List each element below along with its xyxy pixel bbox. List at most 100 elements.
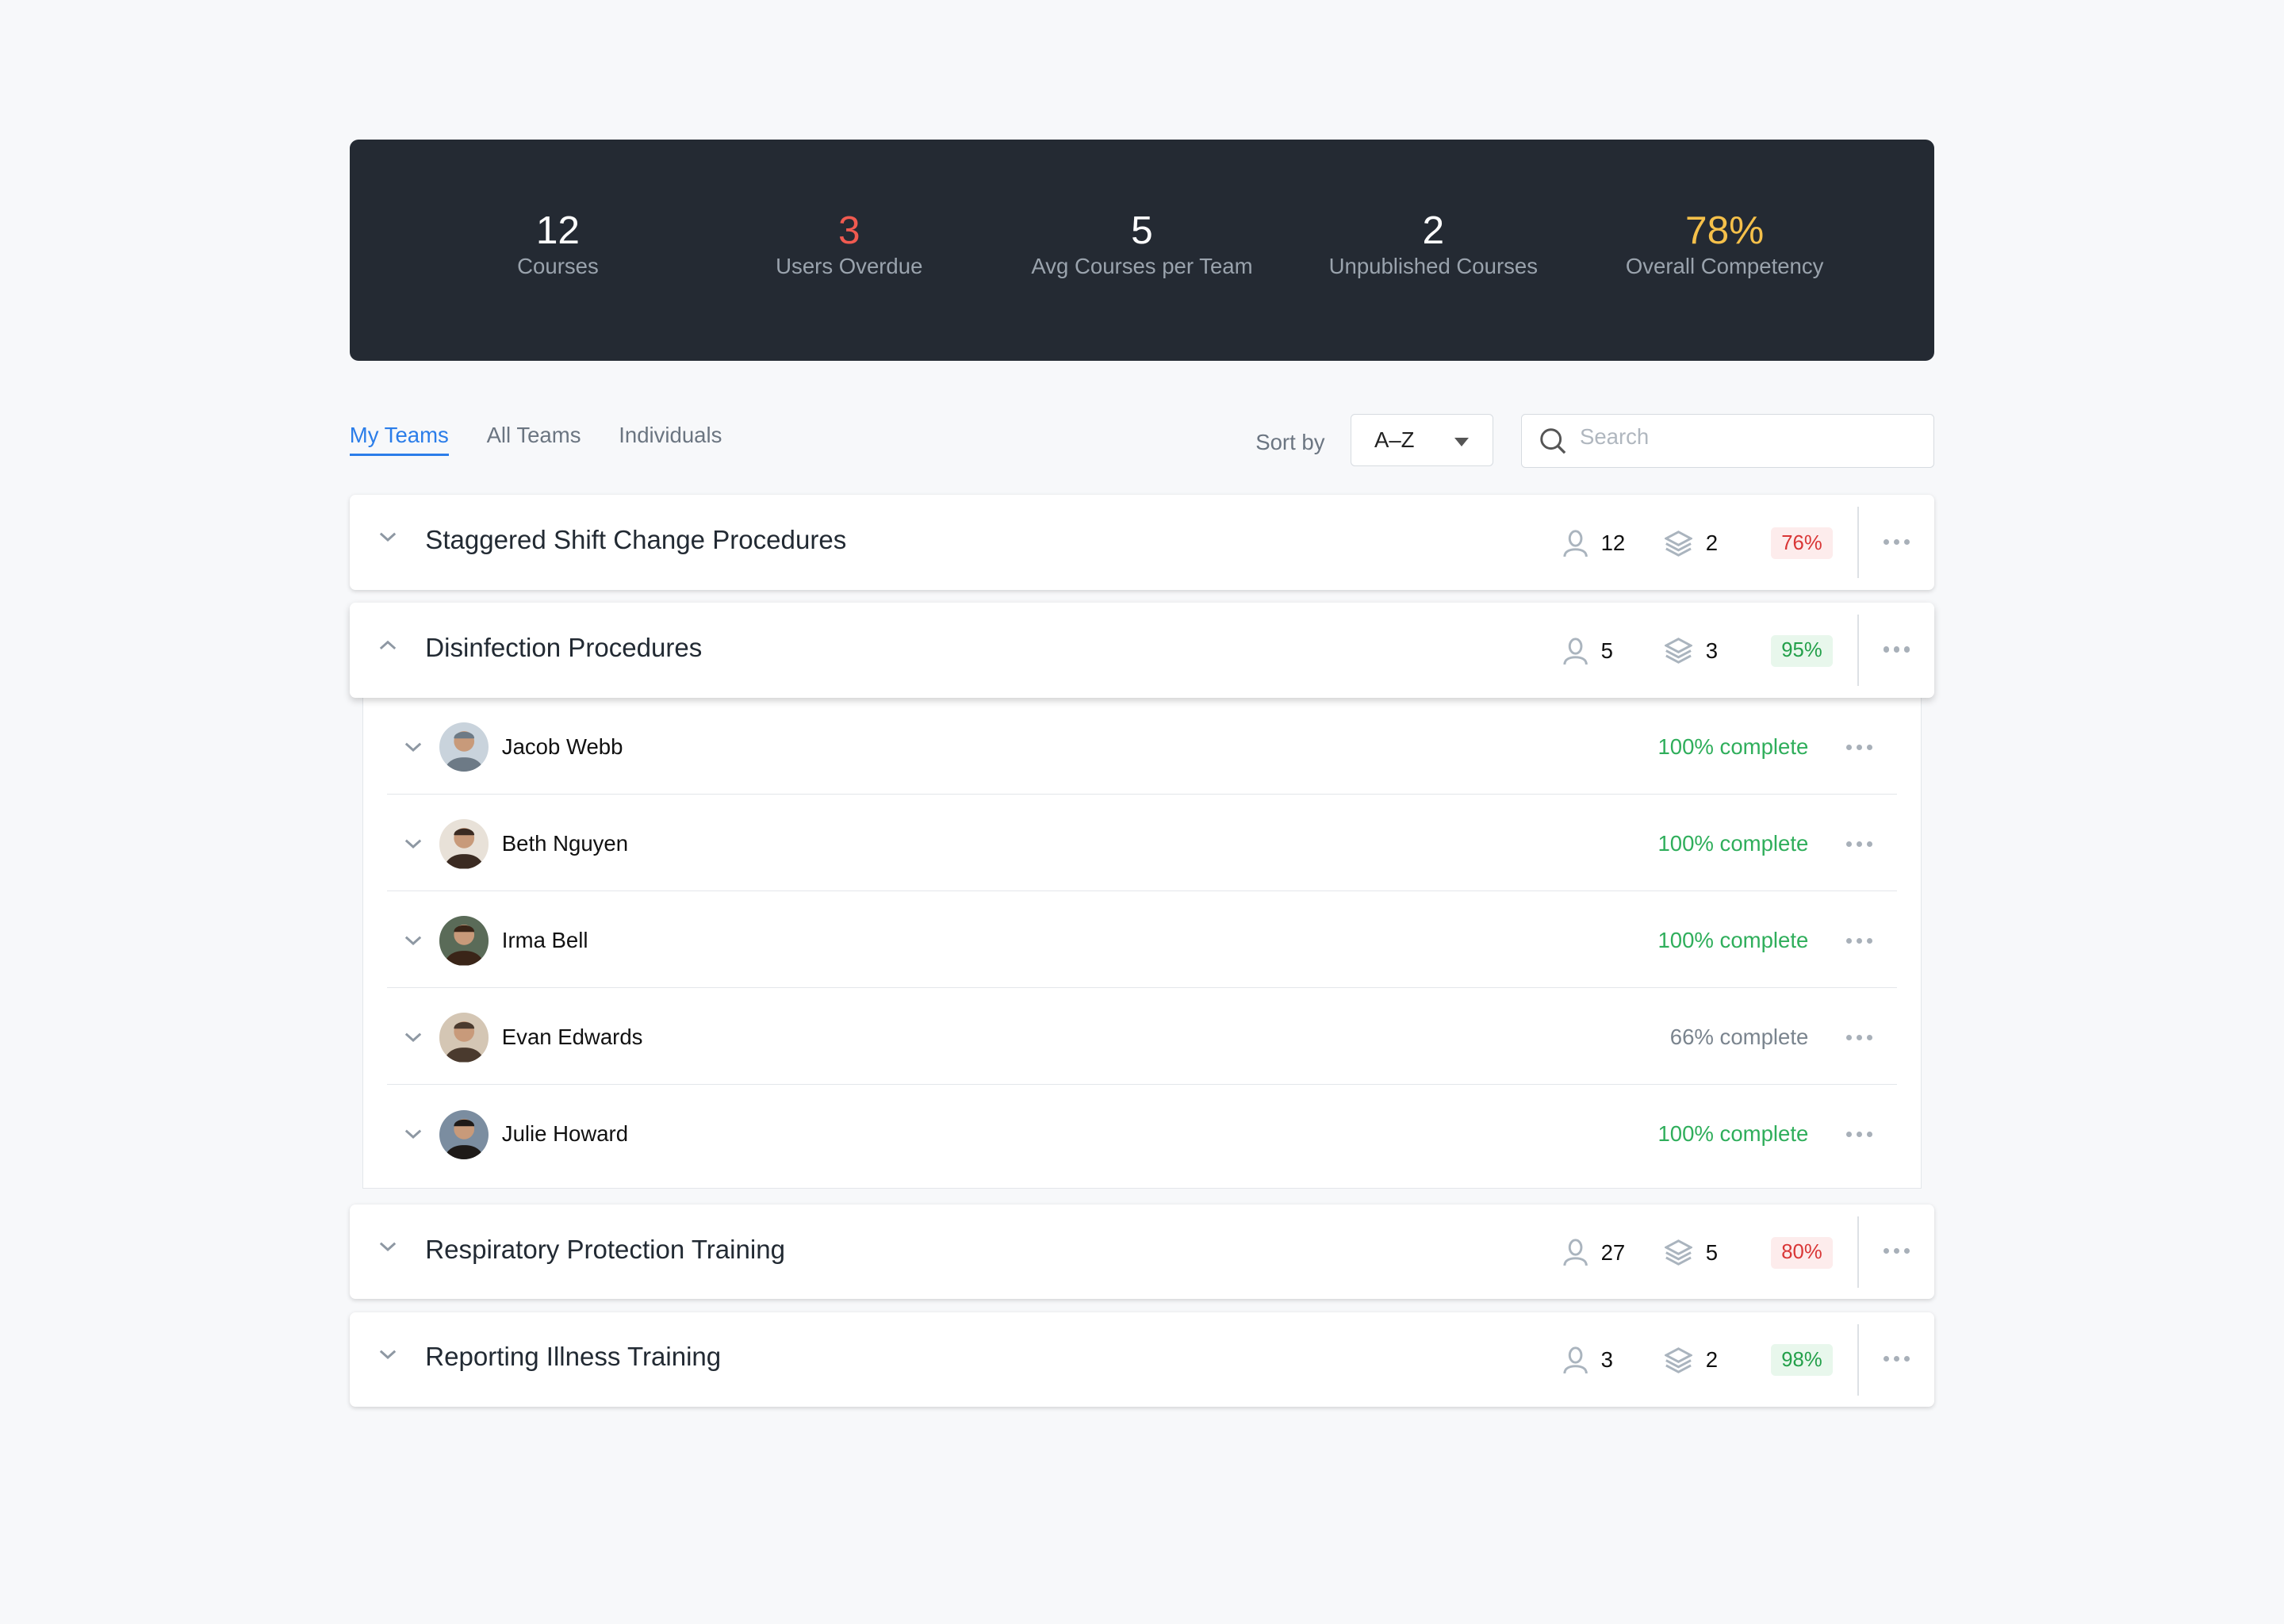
- member-name: Beth Nguyen: [501, 830, 629, 856]
- team-title: Staggered Shift Change Procedures: [425, 526, 847, 556]
- more-options-icon[interactable]: [1883, 1248, 1910, 1254]
- summary-stats-bar: 12 Courses 3 Users Overdue 5 Avg Courses pe…: [349, 140, 1935, 362]
- member-row[interactable]: Evan Edwards 66% complete: [386, 988, 1898, 1086]
- courses-count-value: 3: [1705, 638, 1719, 663]
- divider: [1857, 507, 1859, 579]
- member-progress: 100% complete: [1657, 830, 1809, 856]
- more-options-icon[interactable]: [1846, 937, 1873, 944]
- chevron-down-icon[interactable]: [404, 935, 422, 947]
- search-box[interactable]: [1520, 413, 1935, 468]
- chevron-down-icon[interactable]: [379, 1241, 397, 1253]
- member-row[interactable]: Jacob Webb 100% complete: [386, 698, 1898, 795]
- courses-count: 2: [1665, 530, 1731, 557]
- competency-badge: 76%: [1771, 527, 1833, 560]
- sort-value: A–Z: [1374, 427, 1415, 453]
- team-row[interactable]: Disinfection Procedures 5 3 95%: [349, 603, 1935, 698]
- search-icon: [1539, 428, 1565, 454]
- stat-value: 5: [1131, 208, 1153, 253]
- search-input[interactable]: [1577, 423, 1918, 452]
- member-row[interactable]: Beth Nguyen 100% complete: [386, 795, 1898, 892]
- member-row[interactable]: Julie Howard 100% complete: [387, 1085, 1898, 1181]
- member-row[interactable]: Irma Bell 100% complete: [386, 891, 1898, 989]
- tab-my-teams[interactable]: My Teams: [349, 423, 449, 456]
- avatar: [439, 916, 489, 966]
- stat-avg-courses: 5 Avg Courses per Team: [996, 204, 1287, 278]
- courses-count: 3: [1665, 638, 1731, 665]
- courses-count: 2: [1665, 1347, 1731, 1373]
- chevron-down-icon[interactable]: [379, 1349, 397, 1361]
- users-count-value: 27: [1600, 1239, 1626, 1265]
- user-icon: [1563, 1239, 1588, 1266]
- stat-courses: 12 Courses: [412, 204, 703, 278]
- user-icon: [1563, 529, 1588, 557]
- member-progress: 66% complete: [1669, 1025, 1809, 1050]
- users-count-value: 5: [1600, 638, 1613, 663]
- member-name: Irma Bell: [501, 927, 588, 952]
- more-options-icon[interactable]: [1883, 1355, 1910, 1362]
- sort-select[interactable]: A–Z: [1350, 413, 1493, 466]
- team-title: Reporting Illness Training: [425, 1342, 722, 1373]
- competency-badge: 98%: [1771, 1344, 1833, 1377]
- stat-label: Overall Competency: [1625, 253, 1824, 278]
- stat-value: 78%: [1685, 208, 1765, 253]
- chevron-up-icon[interactable]: [379, 639, 397, 651]
- stat-label: Users Overdue: [776, 253, 923, 278]
- chevron-down-icon[interactable]: [404, 838, 422, 850]
- users-count: 12: [1563, 529, 1627, 557]
- divider: [1857, 1323, 1859, 1396]
- divider: [1857, 1216, 1859, 1288]
- tab-individuals[interactable]: Individuals: [619, 422, 722, 447]
- more-options-icon[interactable]: [1883, 538, 1910, 545]
- member-progress: 100% complete: [1657, 733, 1809, 759]
- chevron-down-icon[interactable]: [379, 531, 397, 543]
- more-options-icon[interactable]: [1846, 1034, 1873, 1041]
- member-name: Jacob Webb: [501, 733, 623, 759]
- stat-label: Courses: [517, 253, 599, 278]
- avatar: [439, 1013, 489, 1063]
- member-progress: 100% complete: [1657, 1121, 1809, 1147]
- layers-icon: [1665, 638, 1693, 665]
- divider: [1857, 615, 1859, 687]
- stat-users-overdue: 3 Users Overdue: [703, 204, 994, 278]
- sort-label: Sort by: [1255, 429, 1325, 454]
- avatar: [439, 722, 489, 772]
- avatar: [439, 819, 489, 869]
- competency-badge: 80%: [1771, 1236, 1833, 1269]
- user-icon: [1563, 637, 1588, 665]
- stat-label: Avg Courses per Team: [1031, 253, 1253, 278]
- team-row[interactable]: Staggered Shift Change Procedures 12 2 7…: [349, 495, 1935, 590]
- user-icon: [1563, 1346, 1588, 1374]
- layers-icon: [1665, 1239, 1693, 1266]
- member-name: Julie Howard: [501, 1121, 629, 1147]
- more-options-icon[interactable]: [1846, 744, 1873, 750]
- team-members-panel: Jacob Webb 100% complete Beth Nguyen 100…: [362, 697, 1922, 1189]
- more-options-icon[interactable]: [1846, 1132, 1873, 1138]
- team-title: Disinfection Procedures: [425, 633, 703, 663]
- more-options-icon[interactable]: [1883, 646, 1910, 653]
- users-count-value: 12: [1600, 530, 1626, 556]
- member-progress: 100% complete: [1657, 927, 1809, 952]
- avatar: [439, 1109, 489, 1159]
- team-meta: 5 3 95%: [1563, 632, 1833, 670]
- team-meta: 27 5 80%: [1563, 1234, 1833, 1272]
- team-title: Respiratory Protection Training: [425, 1235, 785, 1265]
- stat-value: 2: [1422, 208, 1445, 253]
- tabs: My Teams All Teams Individuals: [349, 422, 722, 456]
- competency-badge: 95%: [1771, 634, 1833, 667]
- chevron-down-icon[interactable]: [404, 1128, 422, 1140]
- chevron-down-icon[interactable]: [404, 741, 422, 753]
- tab-all-teams[interactable]: All Teams: [486, 422, 581, 447]
- team-meta: 3 2 98%: [1563, 1342, 1833, 1380]
- stat-value: 12: [535, 208, 581, 253]
- courses-count-value: 2: [1705, 1347, 1719, 1373]
- more-options-icon[interactable]: [1846, 841, 1873, 847]
- users-count-value: 3: [1600, 1347, 1613, 1373]
- chevron-down-icon[interactable]: [404, 1032, 422, 1044]
- team-row[interactable]: Respiratory Protection Training 27 5 80%: [349, 1204, 1935, 1300]
- layers-icon: [1665, 530, 1693, 557]
- courses-count-value: 2: [1705, 530, 1719, 556]
- stat-competency: 78% Overall Competency: [1579, 204, 1870, 278]
- team-meta: 12 2 76%: [1563, 524, 1833, 562]
- team-row[interactable]: Reporting Illness Training 3 2 98%: [349, 1312, 1935, 1408]
- users-count: 5: [1563, 637, 1627, 665]
